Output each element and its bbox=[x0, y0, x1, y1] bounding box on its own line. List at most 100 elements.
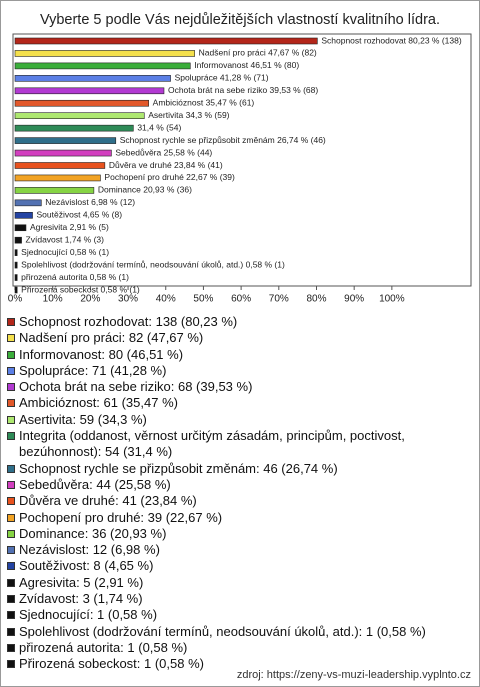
legend-item: Pochopení pro druhé: 39 (22,67 %) bbox=[7, 510, 473, 526]
legend-label: Pochopení pro druhé: 39 (22,67 %) bbox=[19, 509, 223, 525]
legend-label: Dominance: 36 (20,93 %) bbox=[19, 525, 167, 541]
legend-swatch bbox=[7, 578, 15, 587]
x-tick-label: 100% bbox=[379, 294, 405, 305]
value-label: Asertivita 34,3 % (59) bbox=[148, 110, 229, 120]
chart: Vyberte 5 podle Vás nejdůležitějších vla… bbox=[8, 12, 472, 305]
legend-label: Nezávislost: 12 (6,98 %) bbox=[19, 542, 160, 558]
legend-swatch bbox=[7, 366, 15, 375]
legend-swatch bbox=[7, 480, 15, 489]
bar bbox=[14, 199, 42, 207]
legend-item: Spolupráce: 71 (41,28 %) bbox=[7, 363, 473, 379]
legend-swatch bbox=[7, 595, 15, 604]
bar bbox=[14, 249, 18, 256]
value-label: Nezávislost 6,98 % (12) bbox=[45, 197, 135, 207]
value-label: Sjednocující 0,58 % (1) bbox=[21, 247, 109, 257]
legend-swatch bbox=[7, 464, 15, 473]
legend-item: Agresivita: 5 (2,91 %) bbox=[7, 575, 473, 591]
x-tick-label: 80% bbox=[306, 294, 326, 305]
bar bbox=[14, 87, 165, 95]
chart-title: Vyberte 5 podle Vás nejdůležitějších vla… bbox=[40, 12, 440, 28]
legend-label: Soutěživost: 8 (4,65 %) bbox=[19, 558, 154, 574]
legend-item: Ambicióznost: 61 (35,47 %) bbox=[7, 395, 473, 411]
bar bbox=[14, 50, 195, 57]
bar bbox=[14, 112, 145, 119]
legend-item: přirozená autorita: 1 (0,58 %) bbox=[7, 640, 473, 656]
legend-swatch bbox=[7, 643, 15, 652]
legend-item: Dominance: 36 (20,93 %) bbox=[7, 526, 473, 542]
legend-item: Spolehlivost (dodržování termínů, neodso… bbox=[7, 624, 473, 640]
legend-label: Agresivita: 5 (2,91 %) bbox=[19, 574, 144, 590]
bar bbox=[14, 212, 33, 219]
legend-swatch bbox=[7, 562, 15, 571]
legend-swatch bbox=[7, 611, 15, 620]
bar bbox=[14, 174, 101, 182]
legend-swatch bbox=[7, 660, 15, 669]
x-tick-label: 90% bbox=[344, 294, 364, 305]
value-label: Přirozená sobeckost 0,58 % (1) bbox=[21, 284, 140, 294]
bar bbox=[14, 137, 117, 144]
legend-item: Schopnost rychle se přizpůsobit změnám: … bbox=[7, 461, 473, 477]
legend-item: Asertivita: 59 (34,3 %) bbox=[7, 412, 473, 428]
bar bbox=[14, 62, 191, 70]
plot-frame bbox=[12, 33, 472, 287]
x-tick-label: 60% bbox=[231, 294, 251, 305]
legend-swatch bbox=[7, 432, 15, 441]
legend-label: Spolupráce: 71 (41,28 %) bbox=[19, 362, 167, 378]
x-tick-label: 40% bbox=[156, 294, 176, 305]
value-label: Nadšení pro práci 47,67 % (82) bbox=[199, 48, 317, 58]
legend-item: Přirozená sobeckost: 1 (0,58 %) bbox=[7, 656, 473, 672]
legend-label: Integrita (oddanost, věrnost určitým zás… bbox=[19, 428, 405, 460]
value-label: Ambicióznost 35,47 % (61) bbox=[153, 98, 255, 108]
bar bbox=[14, 187, 95, 194]
legend-label: Důvěra ve druhé: 41 (23,84 %) bbox=[19, 493, 197, 509]
bar bbox=[14, 224, 27, 232]
x-tick-label: 50% bbox=[193, 294, 213, 305]
legend-label: Nadšení pro práci: 82 (47,67 %) bbox=[19, 330, 204, 346]
bar bbox=[14, 274, 18, 281]
value-label: Agresivita 2,91 % (5) bbox=[30, 222, 109, 232]
legend-swatch bbox=[7, 497, 15, 506]
legend-swatch bbox=[7, 318, 15, 326]
legend-label: Sebedůvěra: 44 (25,58 %) bbox=[19, 476, 171, 492]
legend-swatch bbox=[7, 415, 15, 424]
bar bbox=[14, 286, 18, 294]
legend-item: Ochota brát na sebe riziko: 68 (39,53 %) bbox=[7, 379, 473, 395]
legend-swatch bbox=[7, 529, 15, 538]
legend-label: Ochota brát na sebe riziko: 68 (39,53 %) bbox=[19, 379, 253, 395]
bar bbox=[14, 75, 171, 82]
value-label: Soutěživost 4,65 % (8) bbox=[37, 210, 123, 220]
bar bbox=[14, 37, 318, 45]
legend-label: Ambicióznost: 61 (35,47 %) bbox=[19, 395, 178, 411]
bar bbox=[14, 124, 134, 132]
legend-label: Přirozená sobeckost: 1 (0,58 %) bbox=[19, 656, 204, 672]
value-label: Pochopení pro druhé 22,67 % (39) bbox=[104, 172, 235, 182]
bar bbox=[14, 236, 22, 244]
x-tick-label: 70% bbox=[269, 294, 289, 305]
legend-swatch bbox=[7, 383, 15, 392]
legend-label: Schopnost rozhodovat: 138 (80,23 %) bbox=[19, 314, 238, 329]
value-label: 31,4 % (54) bbox=[137, 122, 181, 132]
source: zdroj: https://zeny-vs-muzi-leadership.v… bbox=[236, 669, 471, 681]
legend-label: přirozená autorita: 1 (0,58 %) bbox=[19, 639, 188, 655]
value-label: Důvěra ve druhé 23,84 % (41) bbox=[109, 160, 223, 170]
legend-item: Nezávislost: 12 (6,98 %) bbox=[7, 542, 473, 558]
bar bbox=[14, 162, 106, 169]
legend-item: Nadšení pro práci: 82 (47,67 %) bbox=[7, 330, 473, 346]
x-tick-label: 0% bbox=[8, 294, 23, 305]
legend-item: Integrita (oddanost, věrnost určitým zás… bbox=[7, 428, 473, 461]
x-tick-label: 10% bbox=[43, 294, 63, 305]
legend-label: Informovanost: 80 (46,51 %) bbox=[19, 346, 184, 362]
value-label: Zvídavost 1,74 % (3) bbox=[26, 234, 105, 244]
bar bbox=[14, 261, 18, 269]
value-label: Schopnost rychle se přizpůsobit změnám 2… bbox=[120, 135, 326, 145]
value-label: Informovanost 46,51 % (80) bbox=[194, 60, 299, 70]
x-tick-label: 30% bbox=[118, 294, 138, 305]
value-label: Spolehlivost (dodržování termínů, neodso… bbox=[21, 259, 285, 269]
legend-swatch bbox=[7, 334, 15, 343]
value-label: Ochota brát na sebe riziko 39,53 % (68) bbox=[168, 85, 318, 95]
legend-swatch bbox=[7, 627, 15, 636]
legend-item: Soutěživost: 8 (4,65 %) bbox=[7, 558, 473, 574]
legend-item: Sebedůvěra: 44 (25,58 %) bbox=[7, 477, 473, 493]
value-label: Schopnost rozhodovat 80,23 % (138) bbox=[321, 35, 462, 45]
